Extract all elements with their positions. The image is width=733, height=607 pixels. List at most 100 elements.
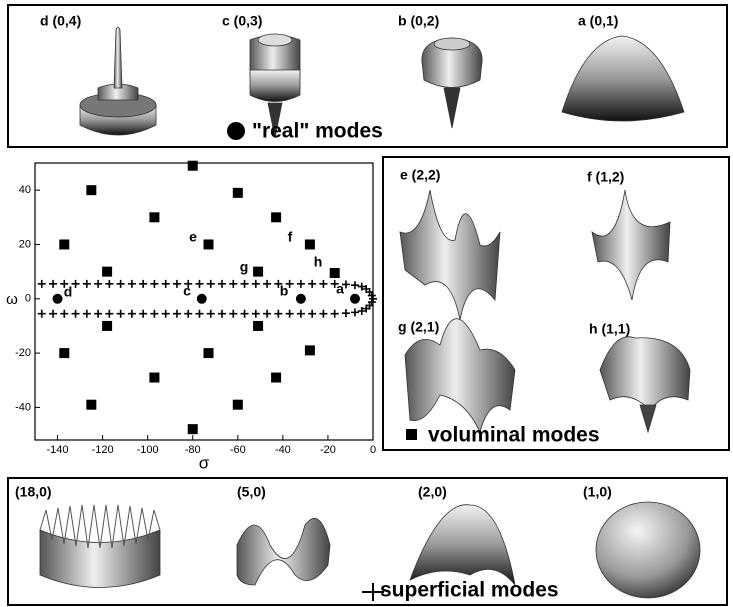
x-tick-label: -80 [185,444,201,456]
point [233,400,243,410]
surface-1-0 [596,502,700,598]
annotation: h [314,254,323,270]
mode-label: h (1,1) [589,321,630,337]
point [49,310,57,318]
mode-label: e (2,2) [400,167,440,183]
legend-label: voluminal modes [428,424,600,447]
surface-18-0 [40,505,160,588]
point [173,280,181,288]
surface-2-0 [410,505,515,585]
point [252,310,260,318]
voluminal-legend-marker [406,429,417,440]
point [297,310,305,318]
y-tick-label: 40 [19,184,31,196]
point [139,310,147,318]
point [263,280,271,288]
point [233,188,243,198]
x-tick-label: -100 [137,444,159,456]
x-tick-label: -140 [47,444,69,456]
point [149,212,159,222]
y-tick-label: -20 [15,347,31,359]
point [184,310,192,318]
point [38,310,46,318]
mode-label: d (0,4) [40,13,81,29]
point [271,373,281,383]
point [204,239,214,249]
surface-g [405,319,515,432]
point [105,310,113,318]
point [263,310,271,318]
real-legend-marker [227,122,245,140]
point [274,310,282,318]
point [94,280,102,288]
point [173,310,181,318]
annotation: e [189,229,197,245]
annotation: f [288,229,293,245]
mode-label: b (0,2) [398,13,439,29]
point [102,267,112,277]
point [195,310,203,318]
legend-label: "real" modes [252,120,383,143]
point [53,294,63,304]
x-tick-label: -120 [92,444,114,456]
page: {"chart_data": {"type": "scatter", "xlab… [0,0,733,607]
surface-a [562,36,684,121]
y-tick-label: -40 [15,401,31,413]
point [331,310,339,318]
mode-label: (2,0) [418,484,447,500]
point [296,294,306,304]
point [305,345,315,355]
point [117,310,125,318]
point [72,280,80,288]
point [253,267,263,277]
mode-label: (18,0) [15,484,52,500]
point [188,161,198,171]
point [207,280,215,288]
point [117,280,125,288]
point [218,310,226,318]
point [139,280,147,288]
mode-label: g (2,1) [398,319,439,335]
mode-label: (1,0) [583,484,612,500]
point [83,280,91,288]
mode-label: c (0,3) [222,13,262,29]
mode-label: a (0,1) [578,13,618,29]
point [207,310,215,318]
point [83,310,91,318]
point [149,373,159,383]
point [350,294,360,304]
x-tick-label: 0 [370,444,376,456]
point [59,348,69,358]
surface-b [422,38,482,128]
annotation: a [336,281,344,297]
point [188,424,198,434]
point [252,280,260,288]
point [319,310,327,318]
point [351,281,359,289]
x-tick-label: -60 [230,444,246,456]
surface-f [592,190,670,300]
point [218,280,226,288]
point [105,280,113,288]
x-tick-label: -20 [320,444,336,456]
point [94,310,102,318]
point [162,280,170,288]
mode-label: (5,0) [237,484,266,500]
point [38,280,46,288]
point [319,280,327,288]
surface-e [400,190,500,320]
point [351,308,359,316]
point [195,280,203,288]
voluminal-panel [383,157,729,450]
point [297,280,305,288]
point [49,280,57,288]
y-tick-label: 0 [25,293,31,305]
point [286,310,294,318]
point [72,310,80,318]
point [330,268,340,278]
point [229,310,237,318]
surface-d [80,27,156,135]
point [102,321,112,331]
point [204,348,214,358]
x-axis-label: σ [199,453,210,472]
